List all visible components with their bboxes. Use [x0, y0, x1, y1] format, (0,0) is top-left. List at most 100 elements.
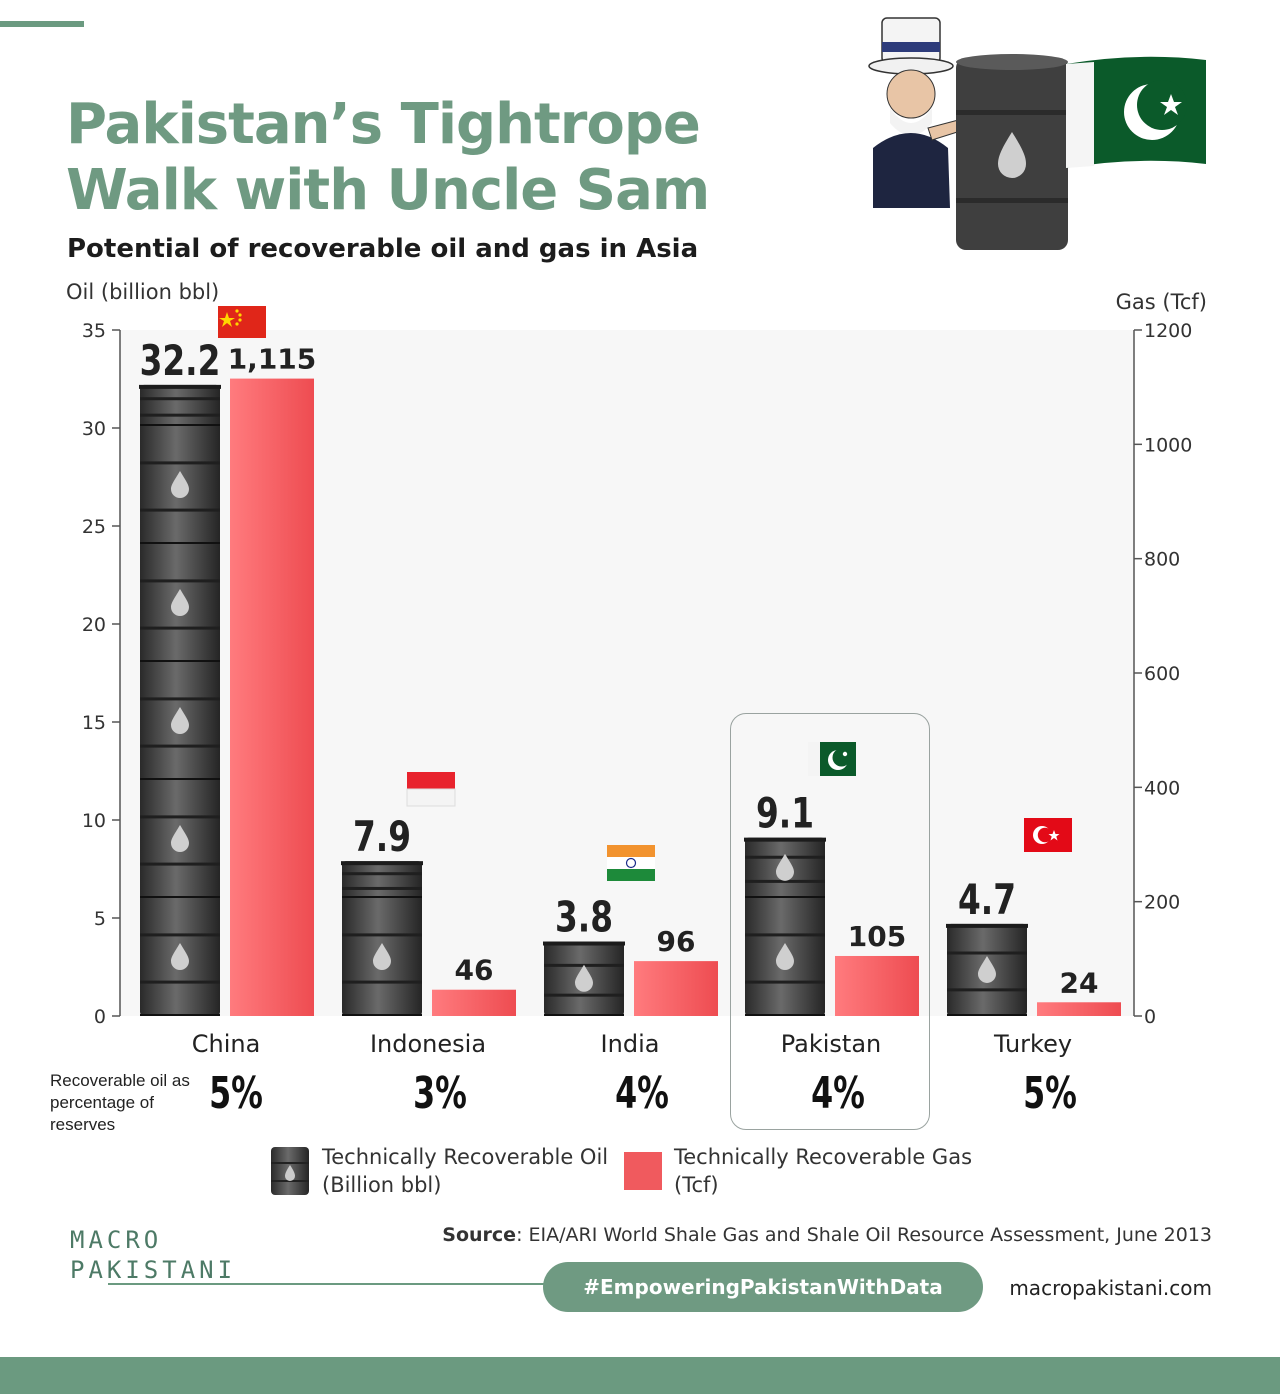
china-flag-icon — [218, 306, 266, 338]
pakistan-flag-icon — [1066, 56, 1206, 168]
oil-bar-rim — [744, 837, 826, 842]
category-label: Pakistan — [781, 1030, 882, 1058]
barrel-hoop — [342, 872, 422, 876]
oil-drop-icon — [171, 589, 189, 616]
barrel-hoop — [140, 744, 220, 748]
gas-value-label: 1,115 — [228, 343, 317, 376]
barrel-seam — [140, 660, 220, 662]
oil-drop-icon — [171, 825, 189, 852]
gas-bar-indonesia — [432, 989, 516, 1016]
barrel-hoop — [342, 886, 422, 890]
barrel-hoop — [342, 980, 422, 984]
barrel-hoop — [140, 461, 220, 465]
gas-axis-title: Gas (Tcf) — [1115, 290, 1207, 314]
recoverable-percent-turkey: 5% — [1023, 1068, 1077, 1119]
top-accent-bar — [0, 21, 84, 27]
oil-value-label: 7.9 — [353, 812, 411, 861]
oil-value-label: 9.1 — [756, 789, 814, 838]
legend-gas: Technically Recoverable Gas (Tcf) — [624, 1143, 974, 1199]
barrel-seam — [342, 1014, 422, 1016]
barrel-hoop — [745, 933, 825, 937]
barrel-seam — [140, 778, 220, 780]
barrel-seam — [342, 896, 422, 898]
logo-line1: MACRO — [70, 1226, 163, 1254]
right-tick-label: 0 — [1144, 1006, 1156, 1028]
recoverable-percent-label: Recoverable oil as percentage of reserve… — [50, 1071, 190, 1134]
chart-subtitle: Potential of recoverable oil and gas in … — [67, 234, 699, 264]
hashtag-badge: #EmpoweringPakistanWithData — [543, 1262, 983, 1312]
barrel-seam — [544, 1014, 624, 1016]
bottom-band — [0, 1357, 1280, 1394]
barrel-seam — [140, 542, 220, 544]
barrel-hoop — [140, 697, 220, 701]
left-tick-label: 25 — [82, 516, 106, 538]
barrel-seam — [947, 1014, 1027, 1016]
oil-bar-body — [342, 861, 422, 1016]
right-tick-label: 800 — [1144, 549, 1180, 571]
source-text: : EIA/ARI World Shale Gas and Shale Oil … — [516, 1224, 1212, 1246]
category-label: China — [192, 1030, 261, 1058]
hero-illustration — [868, 17, 1206, 250]
oil-drop-icon — [776, 943, 794, 970]
oil-bar-india — [543, 941, 625, 1016]
gas-value-label: 24 — [1060, 966, 1099, 999]
barrel-hoop — [140, 933, 220, 937]
category-label: India — [601, 1030, 660, 1058]
oil-bar-rim — [341, 861, 423, 866]
gas-bar-pakistan — [835, 955, 919, 1016]
legend-gas-label: Technically Recoverable Gas (Tcf) — [674, 1145, 973, 1197]
oil-bar-indonesia — [341, 861, 423, 1016]
oil-drop-icon — [171, 943, 189, 970]
left-axis: 0 5 10 15 20 25 30 35 — [82, 320, 121, 1028]
gas-value-label: 105 — [848, 920, 906, 953]
barrel-seam — [140, 1014, 220, 1016]
left-tick-label: 15 — [82, 712, 106, 734]
barrel-hoop — [140, 413, 220, 417]
source-note: Source: EIA/ARI World Shale Gas and Shal… — [442, 1224, 1212, 1246]
right-tick-label: 1000 — [1144, 434, 1192, 456]
right-tick-label: 600 — [1144, 663, 1180, 685]
india-flag-icon — [607, 845, 655, 881]
oil-gas-chart: 0 5 10 15 20 25 30 35 0 200 400 600 800 1000 1200 32.… — [82, 306, 1192, 1058]
barrel-hoop — [745, 980, 825, 984]
gas-value-label: 46 — [455, 954, 494, 987]
recoverable-percent-indonesia: 3% — [413, 1068, 467, 1119]
legend-barrel-icon — [271, 1147, 309, 1195]
right-tick-label: 1200 — [1144, 320, 1192, 342]
oil-barrel-icon — [956, 54, 1068, 250]
oil-bar-pakistan — [744, 837, 826, 1016]
barrel-seam — [745, 896, 825, 898]
left-tick-label: 5 — [94, 908, 106, 930]
website-link[interactable]: macropakistani.com — [1009, 1276, 1212, 1300]
oil-bar-turkey — [946, 923, 1028, 1016]
macro-pakistani-logo: MACRO PAKISTANI — [70, 1226, 232, 1326]
right-tick-label: 400 — [1144, 777, 1180, 799]
barrel-hoop — [140, 626, 220, 630]
pakistan-small-flag-icon — [808, 742, 856, 776]
barrel-hoop — [947, 951, 1027, 955]
barrel-hoop — [140, 579, 220, 583]
barrel-hoop — [947, 988, 1027, 992]
oil-drop-icon — [575, 964, 593, 992]
barrel-seam — [140, 424, 220, 426]
gas-bar-turkey — [1037, 1002, 1121, 1016]
oil-axis-title: Oil (billion bbl) — [66, 280, 220, 304]
barrel-hoop — [140, 397, 220, 401]
left-tick-label: 35 — [82, 320, 106, 342]
barrel-hoop — [544, 993, 624, 997]
logo-line2: PAKISTANI — [70, 1256, 237, 1284]
left-tick-label: 20 — [82, 614, 106, 636]
barrel-hoop — [140, 862, 220, 866]
gas-bar-china — [230, 378, 314, 1016]
oil-drop-icon — [373, 943, 391, 970]
gas-value-label: 96 — [657, 925, 696, 958]
oil-drop-icon — [776, 853, 794, 881]
category-label: Turkey — [993, 1030, 1072, 1058]
left-tick-label: 30 — [82, 418, 106, 440]
oil-value-label: 3.8 — [555, 892, 613, 941]
gas-bar-india — [634, 961, 718, 1016]
recoverable-percent-china: 5% — [209, 1068, 263, 1119]
bars: 32.2 1,115 7.9 46 3.8 96 9.1 105 4.7 24 — [139, 336, 1121, 1016]
oil-drop-icon — [171, 707, 189, 734]
category-label: Indonesia — [370, 1030, 486, 1058]
